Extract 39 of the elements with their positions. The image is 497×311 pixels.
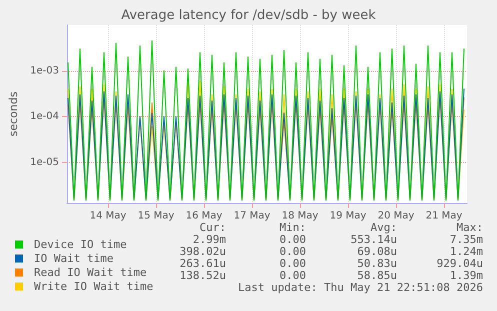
y-tick-label: 1e-03	[30, 65, 59, 76]
text: Min:	[280, 221, 306, 234]
legend-label: Read IO Wait time	[34, 266, 147, 279]
text: 398.02u	[180, 245, 226, 258]
text: Cur:	[200, 221, 226, 234]
text: 7.35m	[450, 233, 484, 246]
line-series	[68, 40, 464, 201]
text: 0.00	[280, 233, 306, 246]
text: 138.52u	[180, 269, 226, 282]
x-tick-label: 16 May	[186, 210, 222, 222]
text: 2.99m	[192, 233, 226, 246]
text: Last update: Thu May 21 22:51:08 2026	[238, 281, 483, 294]
legend-label: Write IO Wait time	[34, 280, 154, 293]
text: 553.14u	[350, 233, 397, 246]
text: Max:	[456, 221, 483, 234]
legend-label: IO Wait time	[34, 252, 114, 265]
legend-label: Device IO time	[34, 238, 127, 251]
text: 263.61u	[180, 257, 226, 270]
text: 0.00	[280, 245, 306, 258]
text: 929.04u	[436, 257, 483, 270]
text: Avg:	[370, 221, 397, 234]
y-tick-label: 1e-05	[30, 156, 59, 168]
x-tick-label: 19 May	[330, 210, 366, 222]
x-tick-label: 17 May	[234, 210, 270, 222]
y-axis-title: seconds	[7, 91, 20, 136]
text: 1.39m	[450, 269, 484, 282]
text: 58.85u	[357, 269, 397, 282]
text: 50.83u	[357, 257, 397, 270]
y-tick-label: 1e-04	[30, 111, 59, 122]
x-tick-label: 15 May	[138, 210, 174, 222]
text: 0.00	[280, 257, 306, 270]
chart-title: Average latency for /dev/sdb - by week	[121, 8, 376, 23]
x-tick-label: 18 May	[282, 210, 318, 222]
text: 1.24m	[450, 245, 484, 258]
x-tick-label: 20 May	[378, 210, 414, 222]
x-tick-label: 21 May	[426, 210, 462, 222]
x-tick-label: 14 May	[90, 210, 126, 222]
text: 0.00	[280, 269, 306, 282]
text: 69.08u	[357, 245, 397, 258]
